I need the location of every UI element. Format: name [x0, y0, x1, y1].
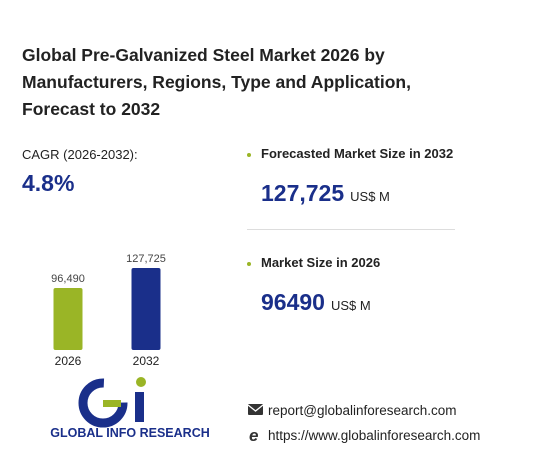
bar [131, 268, 161, 350]
bullet [247, 153, 251, 157]
logo: GLOBAL INFO RESEARCH [50, 377, 210, 440]
email-icon [248, 404, 263, 415]
logo-i [135, 392, 144, 422]
cagr-label: CAGR (2026-2032): [22, 147, 138, 162]
divider [247, 229, 455, 230]
category-label: 2032 [133, 354, 160, 368]
brand: GLOBAL INFO RESEARCH [50, 426, 210, 440]
bullet [247, 262, 251, 266]
title: Global Pre-Galvanized Steel Market 2026 … [22, 45, 411, 119]
logo-dot [136, 377, 146, 387]
logo-g-bar [103, 400, 121, 407]
market-row: 96490 US$ M [261, 289, 371, 316]
value-label: 96,490 [51, 273, 85, 285]
website: https://www.globalinforesearch.com [268, 428, 480, 443]
forecast-label: Forecasted Market Size in 2032 [261, 146, 454, 161]
bar [53, 288, 83, 350]
forecast-value: 127,725 [261, 180, 345, 206]
email-icon-flap [247, 404, 264, 412]
email: report@globalinforesearch.com [268, 403, 457, 418]
forecast-unit: US$ M [350, 189, 390, 204]
value-label: 127,725 [126, 253, 166, 265]
market-value: 96490 [261, 289, 325, 315]
forecast-row: 127,725 US$ M [261, 180, 390, 207]
logo-g [78, 378, 128, 428]
market-unit: US$ M [330, 298, 371, 313]
cagr-value: 4.8% [22, 170, 75, 196]
web-icon: e [249, 426, 258, 445]
category-label: 2026 [55, 354, 82, 368]
market-label: Market Size in 2026 [261, 255, 381, 270]
